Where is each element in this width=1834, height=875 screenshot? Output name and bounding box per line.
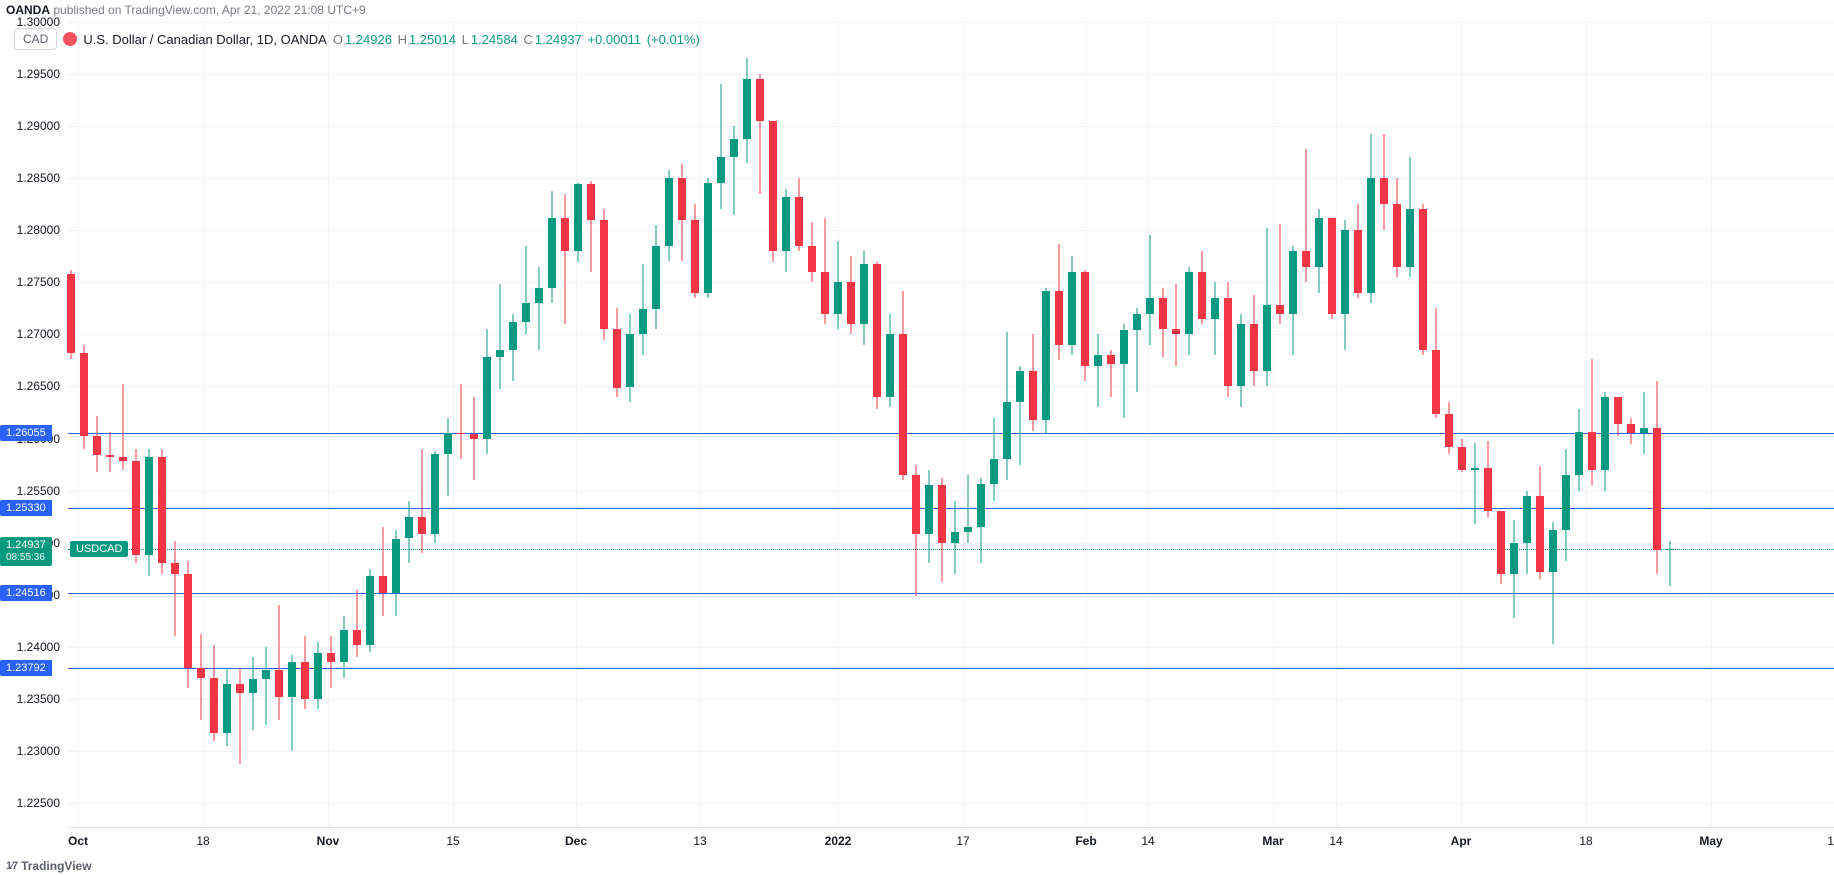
chart-plot[interactable]: USDCAD [68,22,1834,827]
tradingview-footer[interactable]: 1⁄7 TradingView [6,859,92,873]
status-dot [63,32,77,46]
tradingview-logo-icon: 1⁄7 [6,860,17,872]
chart-title: U.S. Dollar / Canadian Dollar, 1D, OANDA [83,32,326,47]
ohlc-readout: O1.24926 H1.25014 L1.24584 C1.24937 +0.0… [333,32,702,47]
currency-badge[interactable]: CAD [14,28,57,50]
publish-header: OANDA published on TradingView.com, Apr … [0,0,1834,20]
x-axis[interactable]: Oct18Nov15Dec13202217Feb14Mar14Apr18May1… [68,827,1834,853]
y-axis[interactable]: 1.300001.295001.290001.285001.280001.275… [0,22,68,827]
